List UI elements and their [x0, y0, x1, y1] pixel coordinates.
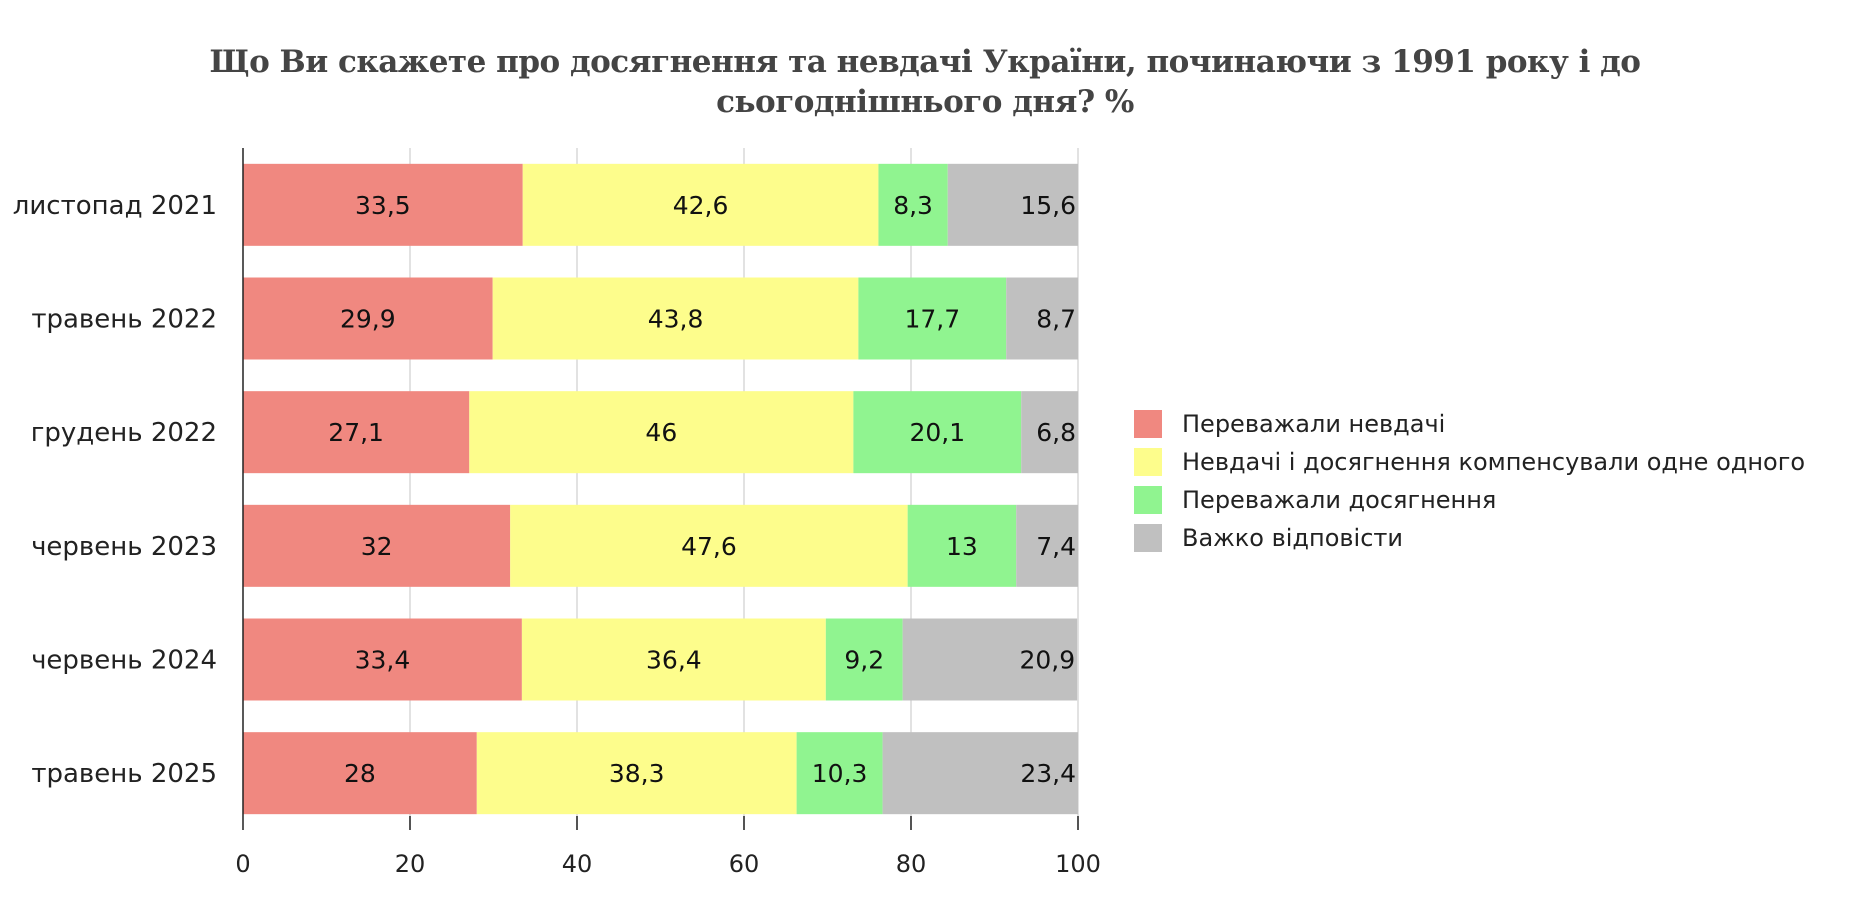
data-label: 33,5 [355, 191, 411, 220]
bar-segment [907, 504, 1017, 587]
bar-segment [243, 163, 523, 246]
data-label: 7,4 [1036, 532, 1076, 561]
data-label: 47,6 [681, 532, 737, 561]
x-tick-label: 20 [395, 850, 426, 878]
legend-swatch [1134, 486, 1162, 514]
category-label: листопад 2021 [13, 191, 217, 221]
bar-segment [1016, 504, 1078, 587]
chart-title-line-1: Що Ви скажете про досягнення та невдачі … [209, 44, 1642, 80]
category-label: травень 2022 [31, 305, 217, 335]
bar-segment [858, 277, 1007, 360]
legend-label: Невдачі і досягнення компенсували одне о… [1182, 448, 1806, 476]
bar-segment [796, 732, 883, 815]
data-label: 23,4 [1020, 759, 1076, 788]
legend-item: Переважали невдачі [1134, 405, 1805, 443]
data-label: 8,3 [893, 191, 933, 220]
category-label: червень 2023 [31, 532, 217, 562]
data-label: 38,3 [609, 759, 665, 788]
legend-item: Важко відповісти [1134, 519, 1805, 557]
data-label: 27,1 [328, 418, 384, 447]
category-label: грудень 2022 [31, 418, 217, 448]
data-label: 17,7 [904, 305, 960, 334]
category-label: червень 2024 [31, 646, 217, 676]
bar-segment [476, 732, 797, 815]
x-tick-label: 100 [1055, 850, 1101, 878]
bar-segment [882, 732, 1078, 815]
legend-label: Важко відповісти [1182, 524, 1403, 552]
data-label: 29,9 [340, 305, 396, 334]
bar-segment [825, 618, 903, 701]
x-tick-label: 60 [729, 850, 760, 878]
data-label: 20,9 [1019, 646, 1075, 675]
category-label: травень 2025 [31, 759, 217, 789]
bar-segment [243, 391, 470, 474]
chart-title: Що Ви скажете про досягнення та невдачі … [0, 42, 1850, 122]
bar-segment [947, 163, 1078, 246]
bar-segment [469, 391, 854, 474]
data-label: 36,4 [646, 646, 702, 675]
x-tick-label: 40 [562, 850, 593, 878]
legend-swatch [1134, 448, 1162, 476]
bar-segment [902, 618, 1078, 701]
data-label: 13 [946, 532, 978, 561]
legend-item: Невдачі і досягнення компенсували одне о… [1134, 443, 1805, 481]
x-tick-label: 0 [235, 850, 250, 878]
bar-segment [1021, 391, 1078, 474]
legend-label: Переважали невдачі [1182, 410, 1446, 438]
bar-segment [243, 732, 477, 815]
legend-swatch [1134, 524, 1162, 552]
data-label: 10,3 [812, 759, 868, 788]
data-label: 9,2 [844, 646, 884, 675]
bar-segment [878, 163, 948, 246]
bar-segment [1006, 277, 1078, 360]
data-label: 6,8 [1036, 418, 1076, 447]
x-tick-label: 80 [896, 850, 927, 878]
data-label: 42,6 [673, 191, 729, 220]
bar-segment [243, 618, 522, 701]
bar-segment [510, 504, 908, 587]
bar-segment [522, 163, 879, 246]
chart-title-line-2: сьогоднішнього дня? % [716, 84, 1134, 120]
bar-segment [243, 504, 511, 587]
bar-segment [243, 277, 493, 360]
bar-segment [521, 618, 826, 701]
bar-segment [853, 391, 1022, 474]
data-label: 28 [344, 759, 376, 788]
legend-swatch [1134, 410, 1162, 438]
legend: Переважали невдачі Невдачі і досягнення к… [1134, 405, 1805, 557]
data-label: 15,6 [1020, 191, 1076, 220]
data-label: 46 [645, 418, 677, 447]
bar-segment [492, 277, 859, 360]
legend-label: Переважали досягнення [1182, 486, 1497, 514]
data-label: 43,8 [648, 305, 704, 334]
data-label: 33,4 [355, 646, 411, 675]
legend-item: Переважали досягнення [1134, 481, 1805, 519]
data-label: 32 [361, 532, 393, 561]
data-label: 8,7 [1036, 305, 1076, 334]
data-label: 20,1 [909, 418, 965, 447]
